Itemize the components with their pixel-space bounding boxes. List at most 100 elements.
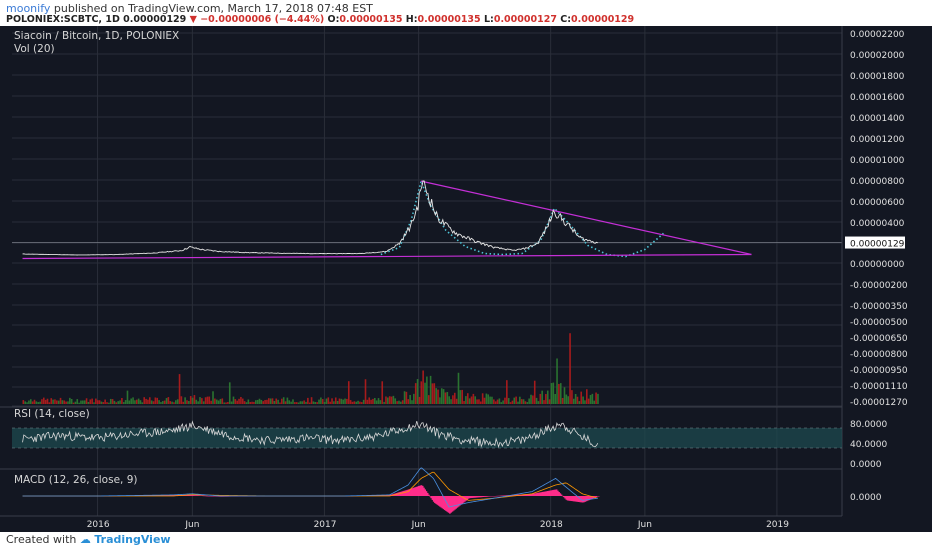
- low-label: L:: [483, 14, 494, 25]
- macd-histogram-bar: [525, 494, 528, 496]
- y-tick-label: 0.00000600: [850, 198, 905, 208]
- volume-bar: [104, 399, 106, 404]
- macd-histogram-bar: [450, 496, 453, 513]
- volume-bar: [65, 401, 67, 404]
- footer: Created with ☁ TradingView: [6, 533, 171, 546]
- volume-bar: [87, 401, 90, 404]
- macd-histogram-bar: [589, 496, 591, 500]
- volume-bar: [41, 399, 43, 404]
- close-label: C:: [560, 14, 572, 25]
- volume-bar: [548, 399, 551, 404]
- volume-bar: [374, 397, 376, 404]
- volume-bar: [413, 393, 415, 404]
- volume-bar: [238, 398, 240, 404]
- volume-bar: [409, 394, 411, 404]
- macd-histogram-bar: [565, 496, 568, 500]
- volume-bar: [563, 387, 566, 404]
- volume-bar: [420, 381, 423, 404]
- volume-bar: [312, 401, 315, 404]
- volume-bar: [33, 399, 36, 404]
- macd-histogram-bar: [379, 495, 382, 496]
- macd-histogram-bar: [197, 495, 200, 496]
- volume-bar: [277, 399, 279, 404]
- volume-bar: [182, 401, 185, 404]
- y-tick-label: 0.00001200: [850, 135, 905, 145]
- volume-bar: [377, 398, 380, 404]
- volume-bar: [333, 401, 335, 404]
- macd-histogram-bar: [421, 485, 424, 496]
- tradingview-brand[interactable]: TradingView: [94, 533, 171, 546]
- volume-bar: [76, 399, 79, 404]
- macd-histogram-bar: [442, 496, 445, 510]
- volume-bar: [156, 397, 159, 404]
- volume-bar: [180, 396, 183, 404]
- volume-bar: [388, 396, 391, 404]
- macd-histogram-bar: [405, 490, 408, 496]
- volume-bar: [353, 401, 356, 404]
- macd-histogram-bar: [549, 490, 552, 496]
- volume-bar: [368, 397, 371, 404]
- macd-line: [22, 467, 598, 508]
- volume-bar: [48, 402, 51, 404]
- volume-bar: [520, 399, 523, 404]
- macd-histogram-bar: [550, 490, 553, 496]
- volume-bar: [268, 398, 270, 404]
- author-link[interactable]: moonify: [6, 2, 51, 15]
- volume-bar: [498, 398, 501, 404]
- macd-histogram-bar: [594, 496, 596, 498]
- volume-bar: [251, 401, 253, 404]
- volume-bar: [329, 401, 331, 404]
- macd-histogram-bar: [160, 495, 162, 496]
- volume-bar: [31, 401, 34, 404]
- volume-bar: [314, 401, 317, 404]
- volume-bar: [154, 397, 157, 404]
- volume-bar: [578, 401, 581, 404]
- macd-histogram-bar: [411, 488, 414, 496]
- volume-bar: [266, 399, 268, 404]
- volume-bar: [74, 401, 77, 404]
- volume-bar: [344, 398, 346, 404]
- volume-bar: [459, 390, 462, 404]
- volume-bar: [530, 394, 532, 404]
- volume-bar: [537, 401, 540, 404]
- macd-histogram-bar: [564, 496, 567, 499]
- volume-bar: [165, 398, 168, 404]
- macd-histogram-bar: [533, 493, 536, 496]
- volume-bar: [80, 400, 82, 404]
- macd-histogram-bar: [524, 494, 527, 496]
- volume-bar: [550, 383, 553, 404]
- volume-bar: [219, 398, 222, 404]
- high-value: 0.00000135: [417, 14, 481, 25]
- volume-bar: [96, 400, 99, 404]
- volume-bar: [338, 398, 341, 404]
- macd-histogram-bar: [189, 495, 192, 496]
- volume-bar: [50, 398, 53, 404]
- axes: 0.00002200 0.00002000 0.00001800 0.00001600…: [87, 30, 908, 530]
- macd-histogram-bar: [449, 496, 451, 514]
- volume-bar: [362, 399, 365, 404]
- volume-bar: [416, 379, 419, 404]
- macd-histogram-bar: [458, 496, 461, 506]
- volume-bar: [572, 398, 575, 404]
- volume-bar: [593, 400, 596, 404]
- volume-bar: [67, 401, 69, 404]
- macd-histogram-bar: [457, 496, 460, 507]
- volume-bar: [478, 399, 480, 404]
- macd-histogram-bar: [385, 494, 388, 496]
- macd-histogram-bar: [163, 495, 166, 496]
- volume-bar: [137, 398, 140, 404]
- volume-bar: [141, 402, 144, 404]
- volume-bar: [91, 398, 93, 404]
- volume-bar: [476, 399, 478, 404]
- macd-histogram-bar: [481, 496, 484, 498]
- volume-bar: [453, 392, 456, 404]
- volume-bar: [24, 401, 26, 404]
- volume-bar: [201, 398, 203, 404]
- macd-histogram-bar: [527, 494, 529, 496]
- volume-bar: [61, 400, 64, 404]
- chart-canvas[interactable]: Siacoin / Bitcoin, 1D, POLONIEX Vol (20)…: [0, 26, 932, 532]
- volume-bar: [286, 397, 289, 404]
- volume-bar: [500, 402, 503, 404]
- macd-histogram-bar: [186, 495, 188, 496]
- macd-histogram-bar: [528, 494, 531, 496]
